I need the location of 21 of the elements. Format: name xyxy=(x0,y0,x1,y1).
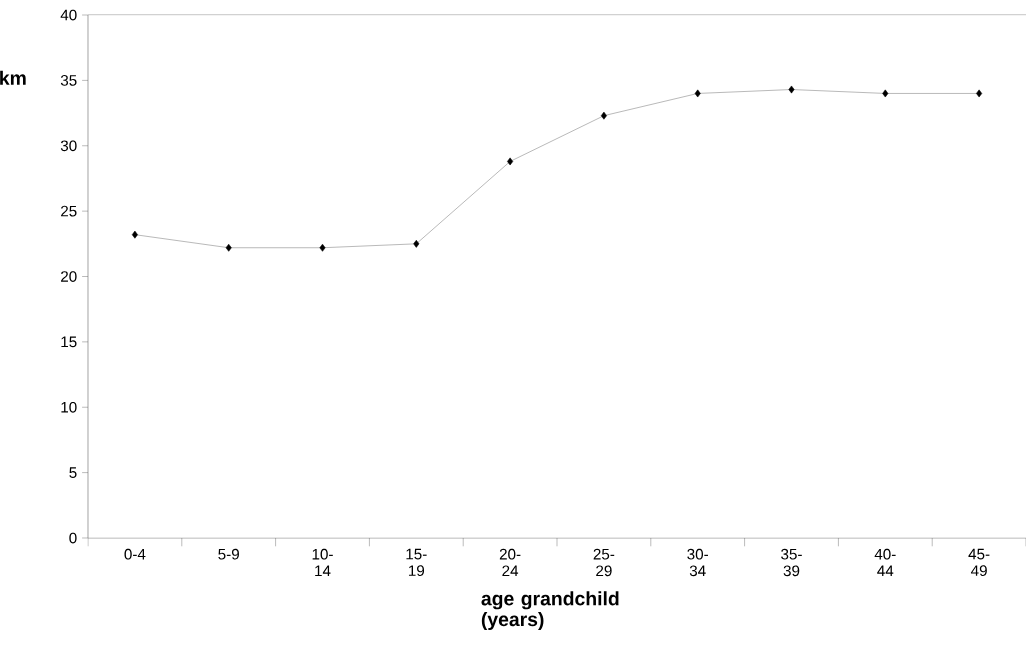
x-axis-title: age grandchild (years) xyxy=(481,591,619,631)
y-tick-label: 30 xyxy=(60,140,77,152)
y-tick-label: 25 xyxy=(61,205,77,217)
x-tick-label: 40-44 xyxy=(874,548,896,577)
x-tick-label: 10-14 xyxy=(312,548,333,577)
y-axis-title: km xyxy=(0,70,26,85)
x-tick-label: 30-34 xyxy=(687,548,709,577)
y-tick-label: 5 xyxy=(69,467,77,478)
x-tick-label: 5-9 xyxy=(218,548,239,560)
y-tick-label: 35 xyxy=(60,75,77,86)
y-tick-label: 20 xyxy=(61,271,77,282)
y-tick-label: 15 xyxy=(61,336,77,348)
x-tick-label: 45-49 xyxy=(968,548,990,577)
y-tick-label: 10 xyxy=(61,401,77,413)
y-tick-label: 40 xyxy=(60,9,77,21)
x-tick-label: 35-39 xyxy=(781,548,802,577)
y-tick-label: 0 xyxy=(69,532,77,544)
x-tick-label: 0-4 xyxy=(124,548,146,560)
x-tick-label: 15-19 xyxy=(406,548,427,577)
x-tick-label: 20-24 xyxy=(499,548,521,577)
x-tick-label: 25-29 xyxy=(593,548,615,577)
